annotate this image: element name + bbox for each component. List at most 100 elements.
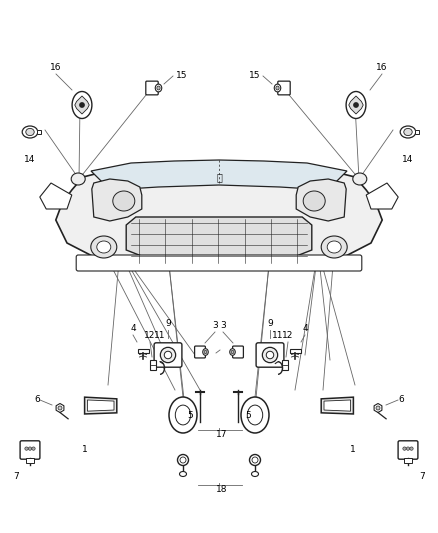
Polygon shape (296, 179, 346, 221)
Bar (26, 458, 34, 463)
FancyBboxPatch shape (76, 255, 362, 271)
Ellipse shape (204, 350, 207, 354)
Circle shape (164, 351, 172, 359)
Circle shape (354, 103, 358, 107)
Text: 7: 7 (419, 472, 425, 481)
Polygon shape (92, 179, 142, 221)
Text: 17: 17 (216, 430, 228, 439)
Circle shape (406, 447, 410, 450)
Ellipse shape (155, 84, 162, 92)
Text: 12: 12 (283, 331, 294, 340)
Text: 12: 12 (144, 331, 155, 340)
Polygon shape (88, 400, 114, 411)
Ellipse shape (247, 405, 263, 425)
Ellipse shape (203, 349, 208, 356)
Polygon shape (75, 96, 89, 114)
Ellipse shape (241, 397, 269, 433)
Circle shape (28, 447, 32, 450)
Ellipse shape (327, 241, 341, 253)
Text: 1: 1 (350, 445, 356, 454)
Text: 11: 11 (272, 331, 284, 340)
Text: 6: 6 (398, 395, 404, 405)
Ellipse shape (71, 173, 85, 185)
Polygon shape (56, 162, 382, 266)
Text: 7: 7 (13, 472, 19, 481)
Ellipse shape (113, 191, 135, 211)
Text: 3: 3 (212, 321, 218, 330)
Text: 16: 16 (376, 63, 388, 72)
Ellipse shape (276, 86, 279, 90)
Polygon shape (56, 403, 64, 413)
Circle shape (80, 103, 84, 107)
Ellipse shape (400, 126, 416, 138)
Polygon shape (126, 217, 312, 265)
Polygon shape (85, 397, 117, 414)
Circle shape (160, 348, 176, 362)
Ellipse shape (321, 236, 347, 258)
Circle shape (32, 447, 35, 450)
Polygon shape (349, 96, 363, 114)
Text: 3: 3 (220, 321, 226, 330)
FancyBboxPatch shape (146, 81, 158, 95)
Ellipse shape (97, 241, 111, 253)
Text: 5: 5 (187, 410, 193, 419)
Text: 15: 15 (176, 70, 187, 79)
Polygon shape (366, 183, 398, 209)
Ellipse shape (303, 191, 325, 211)
Ellipse shape (91, 236, 117, 258)
Polygon shape (40, 183, 72, 209)
Circle shape (266, 351, 274, 359)
Text: 16: 16 (50, 63, 62, 72)
Text: 4: 4 (302, 324, 308, 333)
Ellipse shape (180, 472, 187, 477)
Circle shape (25, 447, 28, 450)
Circle shape (376, 406, 380, 410)
Text: 11: 11 (154, 331, 166, 340)
Ellipse shape (180, 457, 186, 463)
Ellipse shape (157, 86, 160, 90)
Ellipse shape (230, 349, 235, 356)
Text: 15: 15 (248, 70, 260, 79)
Ellipse shape (274, 84, 281, 92)
Bar (138, 349, 148, 352)
Text: 1: 1 (82, 445, 88, 454)
FancyBboxPatch shape (194, 346, 205, 358)
FancyBboxPatch shape (398, 441, 418, 459)
FancyBboxPatch shape (154, 343, 182, 367)
Ellipse shape (346, 92, 366, 118)
Circle shape (262, 348, 278, 362)
Text: 5: 5 (245, 410, 251, 419)
Polygon shape (374, 403, 382, 413)
Bar (404, 458, 412, 463)
Bar (37, 130, 42, 134)
Bar (290, 349, 300, 352)
Ellipse shape (22, 126, 38, 138)
Bar (282, 360, 288, 370)
Text: 6: 6 (34, 395, 40, 405)
Ellipse shape (251, 472, 258, 477)
FancyBboxPatch shape (278, 81, 290, 95)
Ellipse shape (404, 128, 412, 135)
Ellipse shape (169, 397, 197, 433)
Circle shape (58, 406, 62, 410)
FancyBboxPatch shape (20, 441, 40, 459)
Ellipse shape (250, 455, 261, 465)
Polygon shape (91, 160, 347, 190)
Text: 🔱: 🔱 (216, 172, 222, 182)
Circle shape (410, 447, 413, 450)
Text: 14: 14 (403, 155, 413, 164)
Text: 18: 18 (216, 485, 228, 494)
FancyBboxPatch shape (233, 346, 244, 358)
Bar (415, 130, 420, 134)
Ellipse shape (26, 128, 34, 135)
Ellipse shape (231, 350, 234, 354)
Text: 14: 14 (25, 155, 35, 164)
Ellipse shape (72, 92, 92, 118)
Polygon shape (324, 400, 350, 411)
Bar (150, 360, 156, 370)
Ellipse shape (175, 405, 191, 425)
Polygon shape (321, 397, 353, 414)
Text: 4: 4 (130, 324, 136, 333)
Text: 9: 9 (267, 319, 273, 328)
Circle shape (403, 447, 406, 450)
